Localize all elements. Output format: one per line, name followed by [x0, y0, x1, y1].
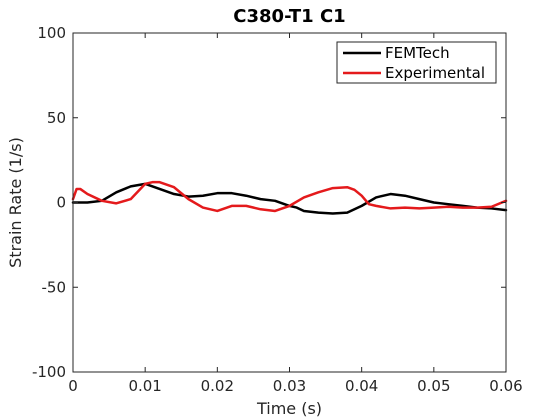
legend: FEMTech Experimental — [336, 41, 497, 84]
x-tick-label: 0.03 — [273, 377, 306, 395]
series-line-femtech — [71, 182, 508, 215]
series-line-experimental — [71, 180, 508, 213]
x-tick-label: 0.05 — [417, 377, 450, 395]
x-axis-label: Time (s) — [256, 399, 322, 418]
ticks-layer: 0 0.01 0.02 0.03 0.04 0.05 0.06 -100 -50 0 50 100 — [32, 24, 523, 395]
legend-box — [336, 41, 497, 84]
legend-label: FEMTech — [385, 44, 450, 62]
legend-label: Experimental — [385, 64, 485, 82]
x-tick-label: 0.04 — [345, 377, 378, 395]
y-tick-label: 0 — [56, 194, 66, 212]
x-tick-label: 0 — [68, 377, 78, 395]
series-layer — [71, 180, 508, 215]
x-tick-label: 0.01 — [128, 377, 161, 395]
y-tick-label: -50 — [42, 278, 67, 296]
x-tick-label: 0.06 — [489, 377, 522, 395]
x-tick-label: 0.02 — [201, 377, 234, 395]
y-tick-label: 50 — [47, 109, 66, 127]
y-tick-label: -100 — [32, 363, 66, 381]
y-axis-label: Strain Rate (1/s) — [6, 137, 25, 268]
chart-title: C380-T1 C1 — [233, 6, 345, 27]
y-tick-label: 100 — [37, 24, 66, 42]
